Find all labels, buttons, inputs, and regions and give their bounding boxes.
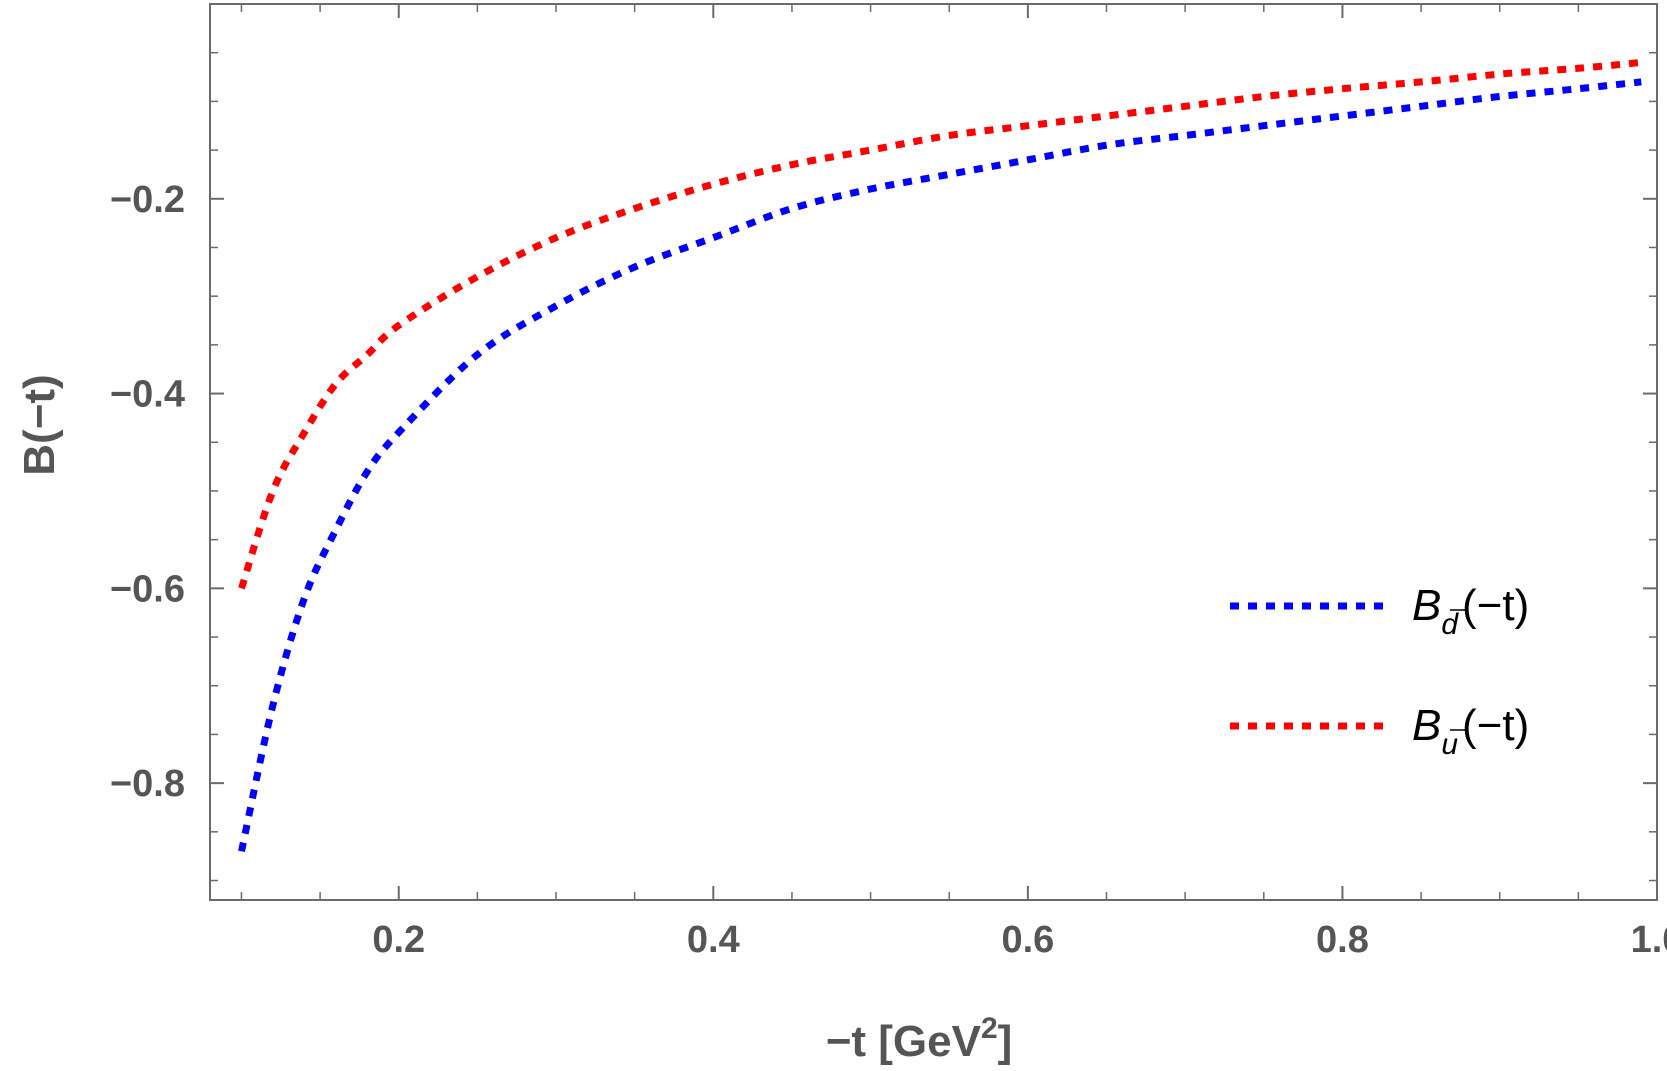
x-tick-label: 0.8: [1316, 919, 1369, 961]
x-tick-label: 0.2: [372, 919, 425, 961]
y-axis-ticks: −0.2 −0.4 −0.6 −0.8: [110, 51, 1657, 882]
x-tick-label: 0.6: [1001, 919, 1054, 961]
x-axis-title-text: −t [GeV: [826, 1017, 982, 1066]
series-layer: [238, 58, 1642, 853]
legend-subscript: d: [1441, 608, 1459, 641]
y-tick-label: −0.2: [110, 179, 185, 221]
y-axis-title: B(−t): [15, 374, 64, 475]
x-axis-ticks: 0.2 0.4 0.6 0.8 1.0: [240, 4, 1667, 961]
legend-label-dbar: Bd(−t): [1412, 581, 1529, 641]
legend-label-ubar: Bu(−t): [1412, 701, 1529, 761]
x-tick-label: 0.4: [687, 919, 740, 961]
legend: Bd(−t)Bu(−t): [1230, 581, 1529, 761]
y-tick-label: −0.6: [110, 568, 185, 610]
x-axis-title-superscript: 2: [981, 1012, 998, 1045]
plot-border: [209, 3, 1658, 901]
legend-subscript: u: [1441, 728, 1458, 761]
series-line-ubar: [238, 58, 1642, 590]
x-axis-title-close: ]: [998, 1017, 1013, 1066]
legend-suffix: (−t): [1462, 581, 1529, 630]
legend-symbol: B: [1412, 701, 1441, 750]
x-axis-title: −t [GeV2]: [826, 1012, 1013, 1066]
legend-symbol: B: [1412, 581, 1441, 630]
x-tick-label: 1.0: [1631, 919, 1667, 961]
plot-frame: [209, 3, 1658, 901]
legend-suffix: (−t): [1462, 701, 1529, 750]
y-tick-label: −0.4: [110, 374, 185, 416]
y-tick-label: −0.8: [110, 763, 185, 805]
